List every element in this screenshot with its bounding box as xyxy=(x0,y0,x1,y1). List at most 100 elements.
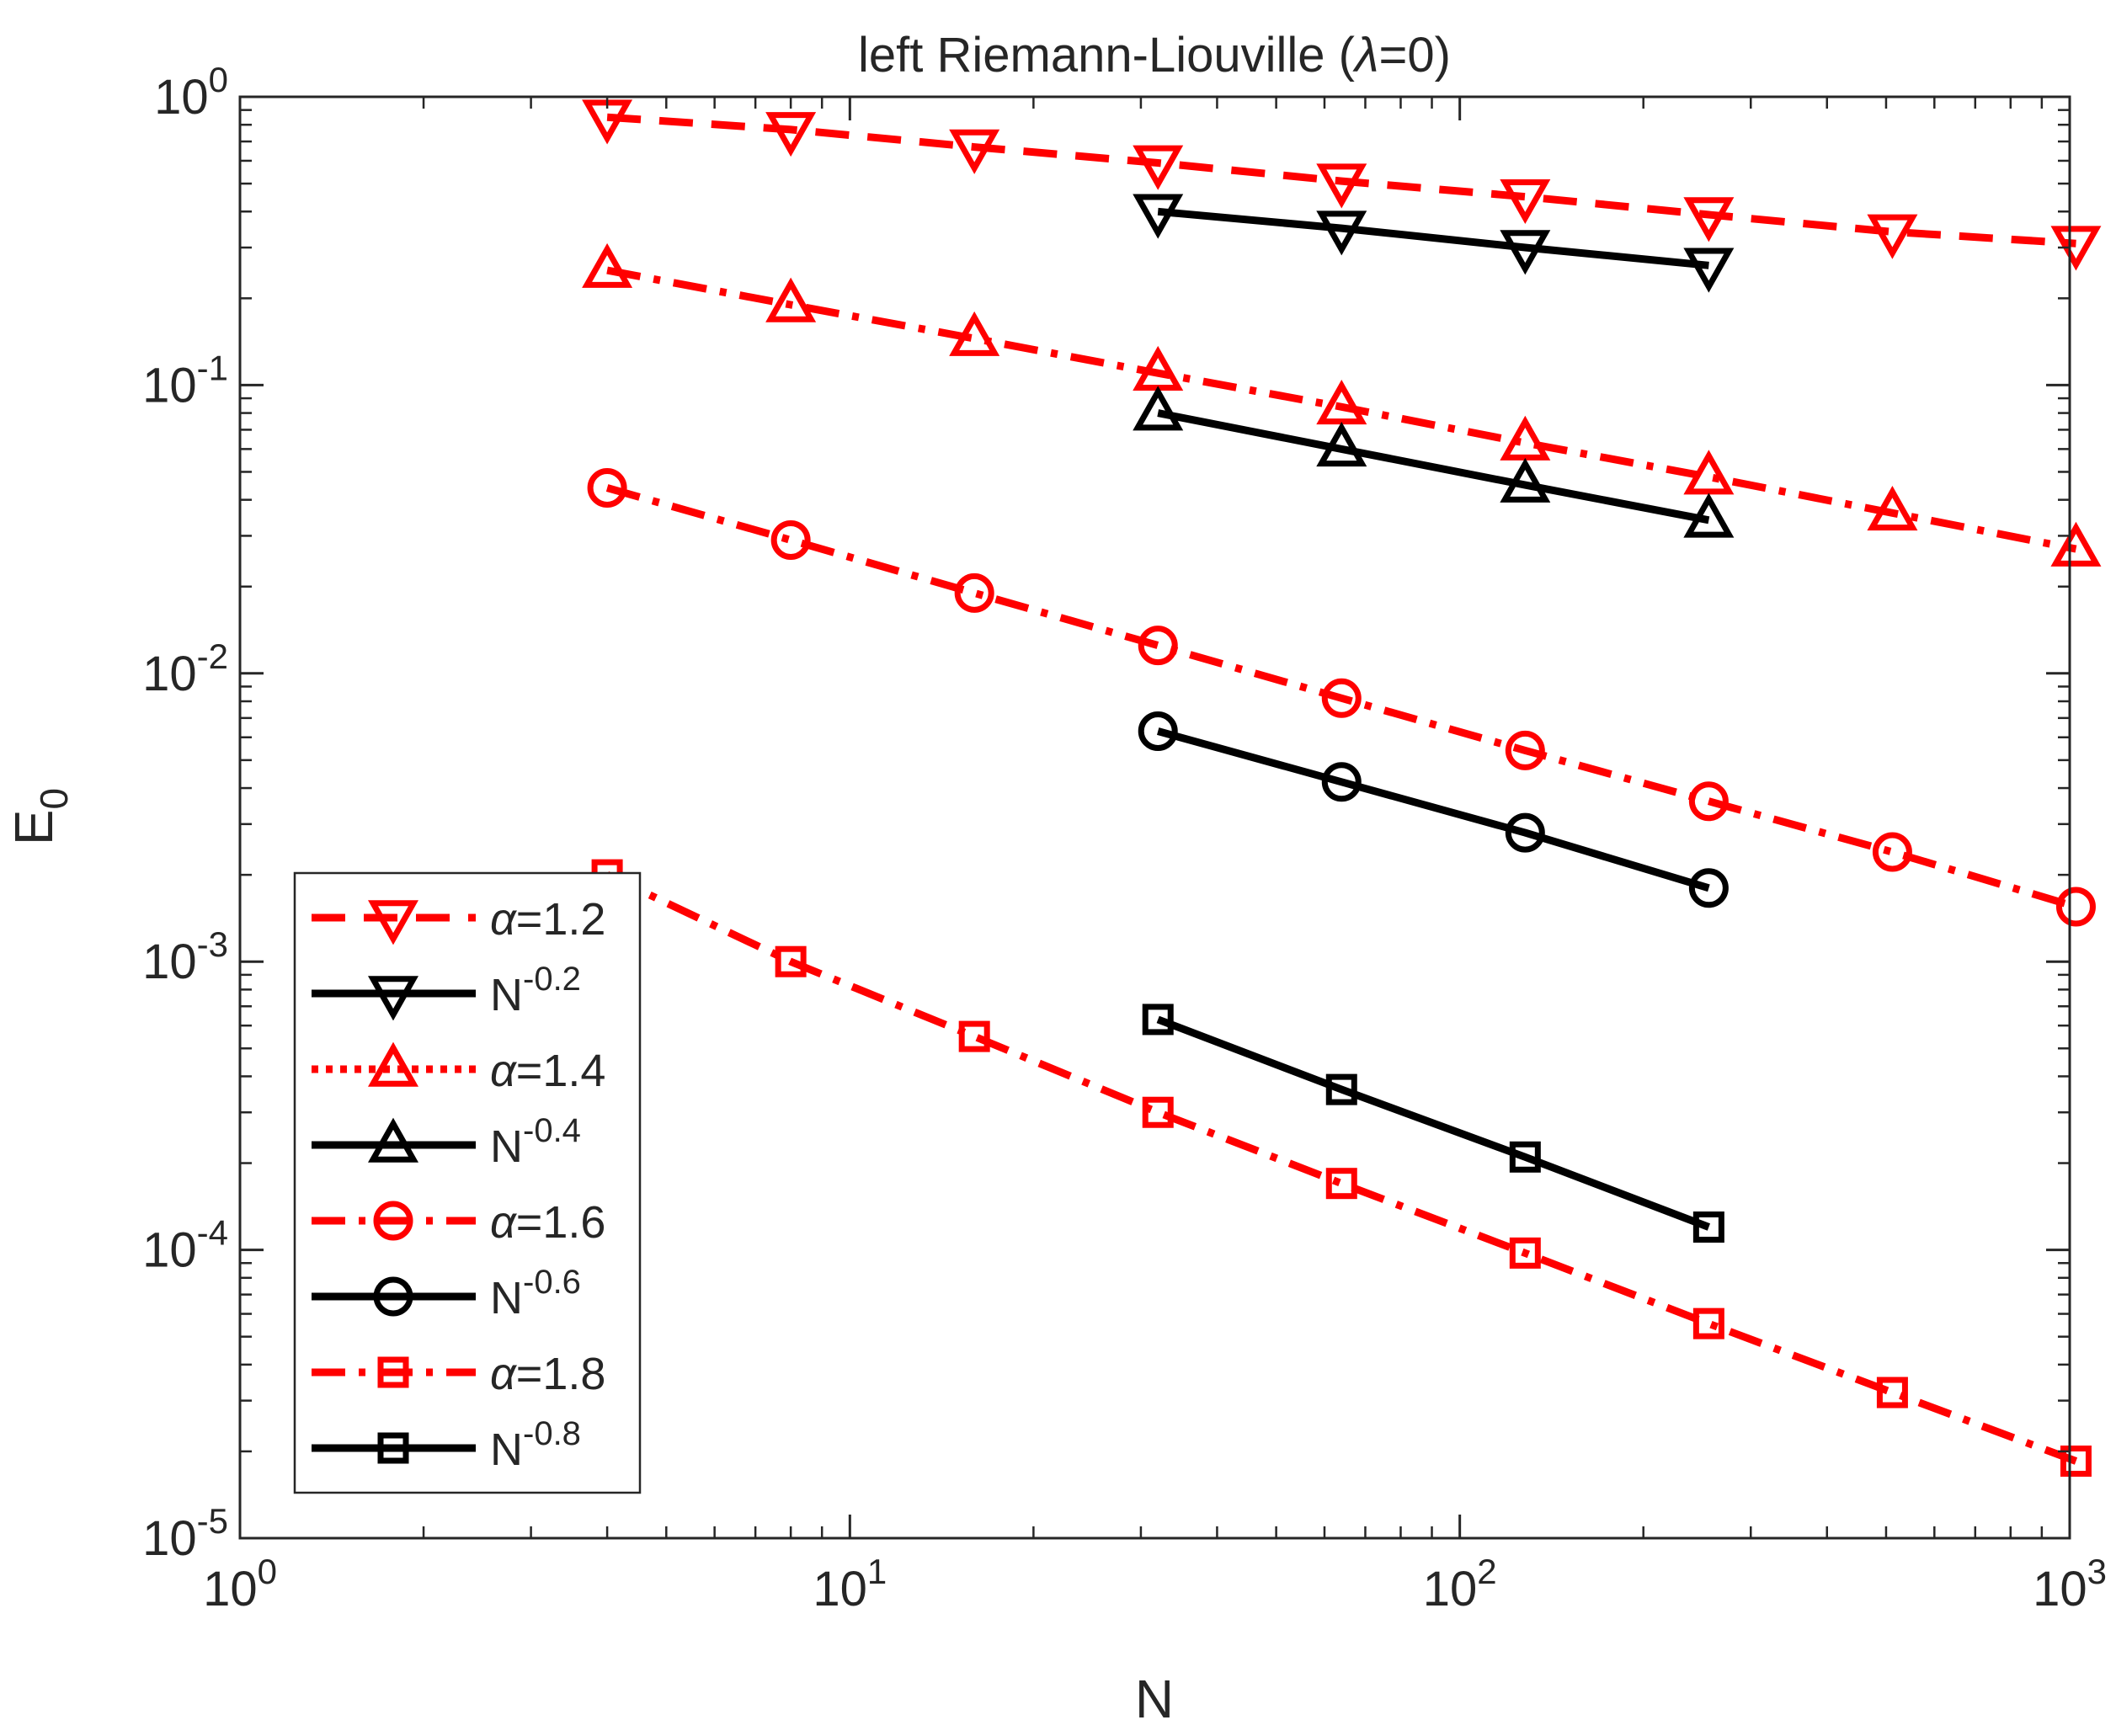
x-tick-label-exp: 1 xyxy=(867,1552,887,1591)
legend-item-1-marker xyxy=(368,900,418,945)
series-8 xyxy=(1142,1004,1724,1243)
y-tick-label-base: 10 xyxy=(154,70,209,125)
series-5-point-7 xyxy=(1688,781,1729,822)
series-2-line xyxy=(1157,207,1709,269)
legend-item-8-label: N-0.8 xyxy=(490,1415,581,1475)
series-2-point-2 xyxy=(1316,210,1367,256)
x-axis-label: N xyxy=(1135,1669,1174,1729)
x-tick-label-base: 10 xyxy=(813,1562,867,1616)
series-1-point-6 xyxy=(1500,178,1551,225)
series-7 xyxy=(591,859,2092,1478)
y-tick-label-5: 10-4 xyxy=(142,1213,228,1278)
series-1-point-5 xyxy=(1316,163,1367,209)
series-5-point-8 xyxy=(1872,832,1912,872)
series-8-line xyxy=(1156,1015,1711,1231)
legend-item-3-marker xyxy=(368,1041,418,1087)
series-1-line xyxy=(606,113,2076,248)
series-1 xyxy=(582,99,2102,271)
series-7-point-2 xyxy=(775,945,807,977)
legend-item-4-marker xyxy=(368,1117,418,1163)
series-layer xyxy=(582,99,2102,1478)
series-4-point-2 xyxy=(1316,422,1367,467)
series-1-point-3 xyxy=(949,129,1000,174)
y-tick-label-4: 10-3 xyxy=(142,924,228,989)
y-tick-label-base: 10 xyxy=(142,647,197,701)
y-tick-label-base: 10 xyxy=(142,358,197,413)
y-tick-label-exp: -5 xyxy=(197,1501,228,1541)
x-tick-label-2: 101 xyxy=(813,1552,887,1616)
legend-label-main: N xyxy=(490,1273,523,1323)
legend-label-exp: -0.6 xyxy=(523,1264,581,1301)
series-2-point-3 xyxy=(1500,230,1551,275)
legend-label-symbol: α xyxy=(490,1197,518,1248)
series-6-point-3 xyxy=(1505,812,1545,853)
series-3-point-3 xyxy=(949,311,1000,356)
legend-item-2-marker xyxy=(368,976,418,1021)
series-2 xyxy=(1133,194,1735,293)
series-5-point-6 xyxy=(1505,730,1545,770)
series-3-point-5 xyxy=(1316,380,1367,425)
series-4 xyxy=(1133,386,1735,538)
series-3-point-8 xyxy=(1867,486,1918,531)
y-tick-label-base: 10 xyxy=(142,1223,197,1278)
series-5-point-5 xyxy=(1321,678,1362,718)
legend-label-text: =1.4 xyxy=(516,1046,606,1096)
legend-item-8-marker xyxy=(377,1432,409,1464)
series-5-point-4 xyxy=(1138,626,1178,666)
x-tick-label-3: 102 xyxy=(1423,1552,1497,1616)
series-2-point-4 xyxy=(1683,248,1735,293)
x-tick-label-exp: 2 xyxy=(1477,1552,1496,1591)
legend-box xyxy=(293,871,642,1494)
legend-item-5-marker xyxy=(373,1201,413,1241)
series-6-point-2 xyxy=(1321,762,1362,802)
series-3-point-9 xyxy=(2050,521,2102,567)
series-8-point-4 xyxy=(1692,1211,1724,1243)
chart-title-symbol: λ xyxy=(1352,28,1379,83)
series-7-point-9 xyxy=(2060,1446,2092,1478)
x-tick-label-base: 10 xyxy=(1423,1562,1478,1616)
legend-label-exp: -0.8 xyxy=(523,1415,581,1452)
legend-item-4-label: N-0.4 xyxy=(490,1112,581,1172)
legend-item-3-label: α=1.4 xyxy=(490,1046,605,1096)
y-tick-label-base: 10 xyxy=(142,1511,197,1566)
y-tick-label-exp: -4 xyxy=(197,1213,228,1253)
legend-item-6-marker xyxy=(373,1276,413,1317)
series-1-point-4 xyxy=(1133,145,1184,190)
x-tick-label-base: 10 xyxy=(2033,1562,2087,1616)
series-5 xyxy=(587,467,2096,927)
y-tick-label-exp: -1 xyxy=(197,348,228,387)
series-5-point-2 xyxy=(770,519,811,560)
series-2-point-1 xyxy=(1133,194,1184,239)
series-6-point-1 xyxy=(1138,711,1178,752)
legend-label-symbol: α xyxy=(490,1349,518,1399)
series-3-line xyxy=(606,266,2077,553)
series-4-point-3 xyxy=(1500,457,1551,503)
legend-items: α=1.2N-0.2α=1.4N-0.4α=1.6N-0.6α=1.8N-0.8 xyxy=(312,894,605,1475)
legend-label-main: N xyxy=(490,970,523,1020)
legend-label-symbol: α xyxy=(490,1046,518,1096)
legend-item-5: α=1.6 xyxy=(312,1197,605,1248)
y-axis-label-main: E xyxy=(3,809,64,845)
y-tick-label-1: 100 xyxy=(154,60,228,125)
chart-title: left Riemann-Liouville (λ=0) xyxy=(858,28,1451,83)
y-tick-label-2: 10-1 xyxy=(142,348,228,413)
series-7-point-4 xyxy=(1142,1096,1174,1128)
x-tick-label-base: 10 xyxy=(203,1562,258,1616)
series-4-point-4 xyxy=(1683,493,1735,538)
series-3-point-7 xyxy=(1683,450,1735,495)
series-3-point-1 xyxy=(582,242,633,288)
x-tick-label-exp: 0 xyxy=(258,1552,277,1591)
series-1-point-2 xyxy=(765,112,817,157)
series-6 xyxy=(1138,711,1729,908)
series-6-line xyxy=(1157,727,1710,892)
series-7-point-6 xyxy=(1509,1237,1541,1269)
legend: α=1.2N-0.2α=1.4N-0.4α=1.6N-0.6α=1.8N-0.8 xyxy=(293,871,642,1494)
series-4-line xyxy=(1157,409,1710,525)
legend-item-1-label: α=1.2 xyxy=(490,894,605,945)
y-tick-label-3: 10-2 xyxy=(142,636,228,701)
series-3-point-6 xyxy=(1500,415,1551,461)
legend-label-text: =1.8 xyxy=(516,1349,606,1399)
legend-item-3: α=1.4 xyxy=(312,1041,605,1096)
y-axis-label: E0 xyxy=(3,788,76,845)
